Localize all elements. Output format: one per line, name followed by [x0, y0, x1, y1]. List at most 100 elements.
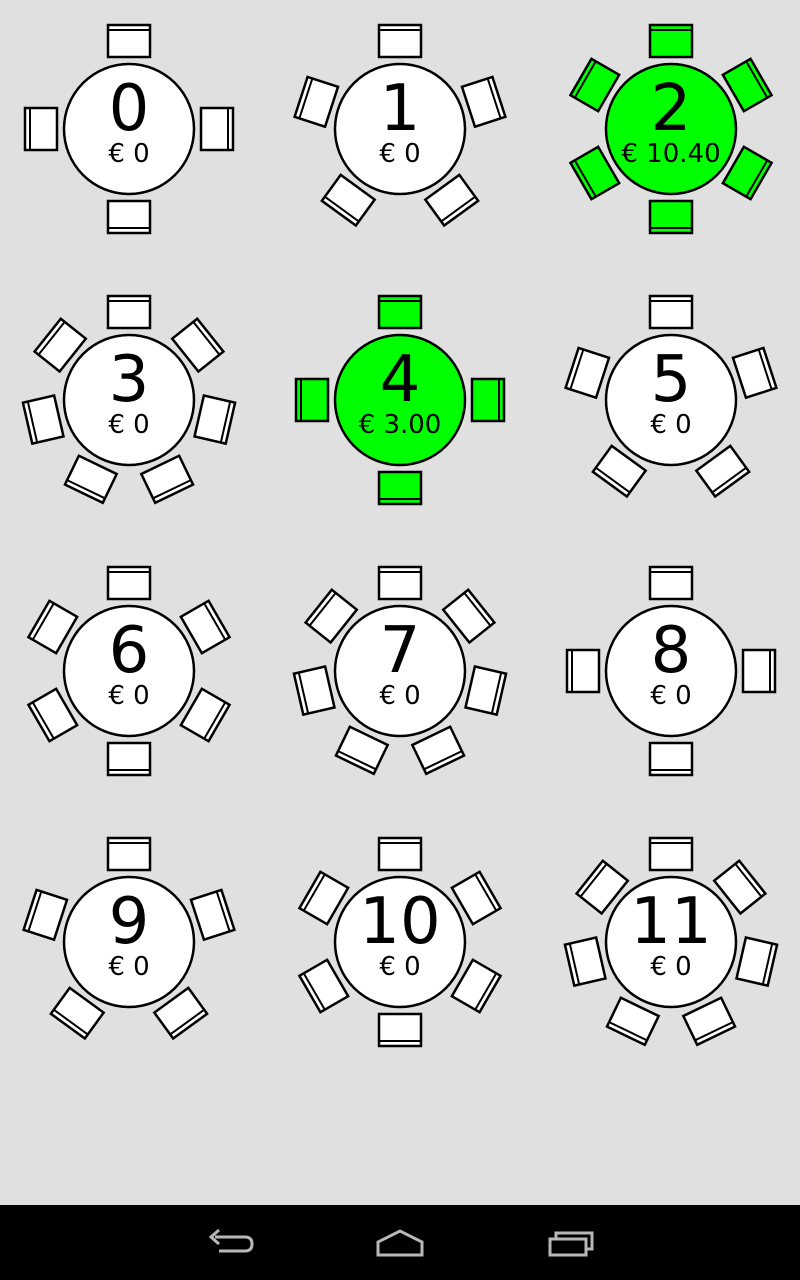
table-number: 6	[109, 614, 150, 688]
table-amount: € 0	[650, 410, 691, 440]
recent-apps-button[interactable]	[522, 1217, 622, 1269]
recent-apps-icon	[548, 1231, 594, 1257]
chair	[460, 75, 507, 129]
chair	[23, 106, 59, 152]
home-icon	[376, 1229, 424, 1257]
table-amount: € 0	[650, 681, 691, 711]
table-7[interactable]: 7€ 0	[292, 565, 508, 776]
chair	[26, 687, 79, 743]
table-amount: € 0	[108, 410, 149, 440]
chair	[22, 888, 69, 942]
chair	[377, 1012, 423, 1048]
table-3[interactable]: 3€ 0	[21, 294, 237, 505]
chair	[648, 565, 694, 601]
chair	[568, 145, 621, 201]
chair	[292, 665, 336, 717]
table-amount: € 0	[108, 681, 149, 711]
chair	[152, 986, 209, 1041]
chair	[712, 858, 768, 916]
chair	[741, 648, 777, 694]
chair	[377, 470, 423, 506]
chair	[63, 454, 119, 505]
table-amount: € 0	[108, 139, 149, 169]
table-top	[62, 604, 196, 738]
back-icon	[208, 1228, 254, 1253]
table-5[interactable]: 5€ 0	[564, 294, 778, 499]
chair	[721, 145, 774, 201]
table-number: 1	[380, 72, 421, 146]
table-top	[604, 604, 738, 738]
table-top	[62, 62, 196, 196]
chair	[377, 23, 423, 59]
chair	[564, 346, 611, 400]
table-6[interactable]: 6€ 0	[26, 565, 232, 777]
chair	[106, 741, 152, 777]
chair	[21, 394, 65, 446]
chair	[681, 996, 737, 1047]
chair	[49, 986, 106, 1041]
table-top	[604, 62, 738, 196]
table-amount: € 10.40	[621, 139, 720, 169]
table-number: 2	[651, 72, 692, 146]
table-number: 0	[109, 72, 150, 146]
table-number: 5	[651, 343, 692, 417]
chair	[377, 565, 423, 601]
table-10[interactable]: 10€ 0	[297, 836, 503, 1048]
table-amount: € 0	[379, 952, 420, 982]
back-button[interactable]	[180, 1217, 280, 1269]
table-amount: € 0	[108, 952, 149, 982]
chair	[189, 888, 236, 942]
table-amount: € 0	[650, 952, 691, 982]
home-button[interactable]	[350, 1217, 450, 1269]
chair	[179, 687, 232, 743]
chair	[106, 836, 152, 872]
chair	[648, 741, 694, 777]
chair	[423, 173, 480, 228]
table-number: 9	[109, 885, 150, 959]
chair	[591, 444, 648, 499]
chair	[648, 23, 694, 59]
table-amount: € 0	[379, 681, 420, 711]
tables-grid: 0€ 01€ 02€ 10.403€ 04€ 3.005€ 06€ 07€ 08…	[21, 23, 779, 1048]
chair	[648, 294, 694, 330]
chair	[193, 394, 237, 446]
table-number: 10	[359, 885, 440, 959]
table-top	[333, 333, 467, 467]
table-1[interactable]: 1€ 0	[293, 23, 507, 228]
table-4[interactable]: 4€ 3.00	[294, 294, 506, 506]
chair	[377, 836, 423, 872]
chair	[441, 587, 497, 645]
chair	[320, 173, 377, 228]
chair	[648, 836, 694, 872]
chair	[450, 958, 503, 1014]
table-top	[62, 875, 196, 1009]
chair	[199, 106, 235, 152]
chair	[470, 377, 506, 423]
chair	[293, 75, 340, 129]
chair	[106, 565, 152, 601]
table-9[interactable]: 9€ 0	[22, 836, 236, 1041]
chair	[294, 377, 330, 423]
chair	[297, 958, 350, 1014]
table-2[interactable]: 2€ 10.40	[568, 23, 774, 235]
chair	[32, 316, 88, 374]
chair	[735, 936, 779, 988]
chair	[106, 294, 152, 330]
chair	[450, 870, 503, 926]
chair	[694, 444, 751, 499]
chair	[179, 599, 232, 655]
chair	[139, 454, 195, 505]
chair	[605, 996, 661, 1047]
chair	[574, 858, 630, 916]
chair	[303, 587, 359, 645]
table-0[interactable]: 0€ 0	[23, 23, 235, 235]
navigation-bar	[0, 1205, 800, 1280]
table-top	[333, 604, 467, 738]
chair	[334, 725, 390, 776]
table-number: 7	[380, 614, 421, 688]
chair	[568, 57, 621, 113]
table-8[interactable]: 8€ 0	[565, 565, 777, 777]
table-number: 3	[109, 343, 150, 417]
table-11[interactable]: 11€ 0	[563, 836, 779, 1047]
table-number: 4	[380, 343, 421, 417]
